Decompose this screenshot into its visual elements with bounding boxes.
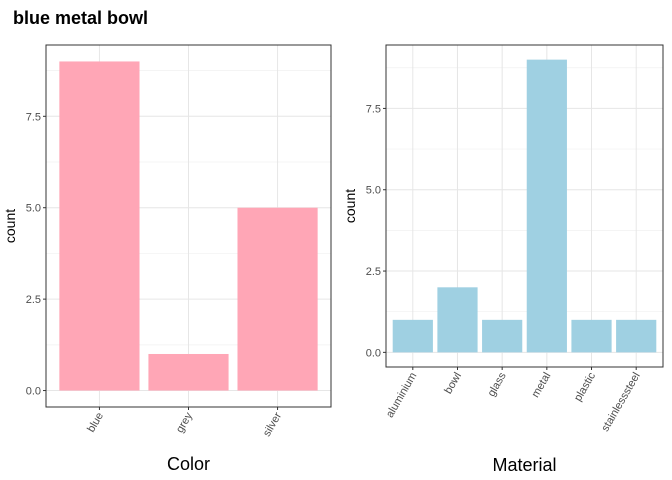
chart2-x-axis-label: Material: [492, 455, 556, 475]
chart2-x-tick-label-stainlesssteel: stainlesssteel: [599, 371, 642, 434]
chart1-x-axis-label: Color: [167, 454, 210, 474]
chart2-y-tick-label: 5.0: [366, 185, 381, 197]
chart2-x-tick-label-aluminium: aluminium: [384, 371, 419, 420]
chart1-bar-blue: [59, 61, 140, 391]
chart1-y-tick-label: 0.0: [26, 386, 41, 398]
chart1-y-axis-label: count: [2, 209, 18, 243]
chart1-x-tick-label-silver: silver: [261, 410, 284, 439]
chart2-panel-background: [386, 45, 663, 367]
chart2-panel-border: [385, 44, 664, 368]
chart2-x-tick-label-metal: metal: [530, 371, 554, 400]
chart2-y-axis-label: count: [342, 189, 358, 223]
chart2-bar-plastic: [571, 319, 612, 353]
chart2-y-tick-label: 7.5: [366, 103, 381, 115]
chart2-bar-bowl: [437, 287, 478, 353]
chart2-x-tick-label-plastic: plastic: [572, 370, 598, 403]
chart2-x-tick-label-glass: glass: [486, 370, 509, 399]
chart2-x-tick-label-bowl: bowl: [442, 371, 464, 397]
chart2-bar-stainlesssteel: [616, 319, 657, 353]
chart1-bar-grey: [148, 353, 229, 391]
chart1-y-tick-label: 2.5: [26, 294, 41, 306]
chart1-x-tick-label-grey: grey: [174, 410, 195, 435]
chart1-y-tick-label: 7.5: [26, 111, 41, 123]
chart1-y-tick-label: 5.0: [26, 203, 41, 215]
chart2-bar-metal: [526, 59, 567, 353]
chart1-x-tick-label-blue: blue: [85, 411, 106, 435]
chart2-bar-glass: [482, 319, 523, 353]
figure-title: blue metal bowl: [13, 8, 149, 28]
chart1-bar-silver: [237, 207, 318, 391]
chart2-y-tick-label: 0.0: [366, 347, 381, 359]
chart2-bar-aluminium: [392, 319, 433, 353]
chart2-y-tick-label: 2.5: [366, 266, 381, 278]
